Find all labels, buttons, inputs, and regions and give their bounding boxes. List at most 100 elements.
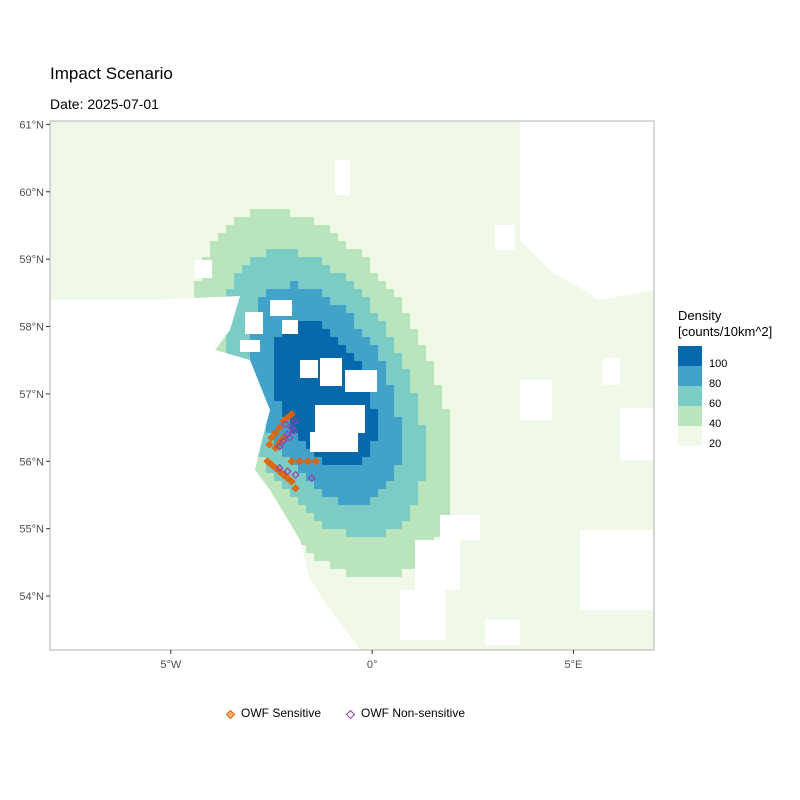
density-cell (82, 281, 90, 289)
density-cell (322, 545, 330, 553)
density-cell (58, 129, 66, 137)
density-cell (386, 137, 394, 145)
density-cell (354, 521, 362, 529)
density-cell (378, 377, 386, 385)
density-cell (258, 169, 266, 177)
density-cell (458, 169, 466, 177)
density-cell (402, 393, 410, 401)
density-cell (106, 169, 114, 177)
density-cell (474, 225, 482, 233)
density-cell (298, 409, 306, 417)
density-cell (634, 353, 642, 361)
density-cell (250, 201, 258, 209)
density-cell (258, 185, 266, 193)
density-cell (498, 489, 506, 497)
density-cell (418, 329, 426, 337)
density-cell (394, 545, 402, 553)
density-cell (610, 513, 618, 521)
density-cell (490, 377, 498, 385)
density-cell (426, 345, 434, 353)
density-cell (570, 289, 578, 297)
density-cell (466, 225, 474, 233)
density-cell (290, 281, 298, 289)
density-cell (170, 129, 178, 137)
density-cell (410, 265, 418, 273)
density-cell (554, 609, 562, 617)
density-cell (506, 201, 514, 209)
density-cell (210, 249, 218, 257)
density-cell (106, 281, 114, 289)
density-cell (138, 201, 146, 209)
density-cell (290, 497, 298, 505)
density-cell (386, 169, 394, 177)
density-cell (386, 609, 394, 617)
density-cell (266, 121, 274, 129)
density-cell (498, 593, 506, 601)
density-cell (258, 369, 266, 377)
density-cell (298, 449, 306, 457)
density-cell (242, 185, 250, 193)
density-cell (130, 193, 138, 201)
density-cell (562, 497, 570, 505)
density-cell (378, 329, 386, 337)
density-cell (594, 337, 602, 345)
density-cell (618, 473, 626, 481)
density-cell (386, 617, 394, 625)
density-cell (370, 193, 378, 201)
density-cell (490, 545, 498, 553)
density-cell (218, 249, 226, 257)
density-cell (426, 297, 434, 305)
density-cell (466, 249, 474, 257)
density-cell (378, 481, 386, 489)
density-cell (242, 297, 250, 305)
density-cell (354, 185, 362, 193)
density-cell (410, 305, 418, 313)
density-cell (506, 129, 514, 137)
density-cell (98, 145, 106, 153)
density-cell (562, 521, 570, 529)
density-cell (402, 249, 410, 257)
density-cell (162, 265, 170, 273)
density-cell (458, 577, 466, 585)
density-cell (522, 489, 530, 497)
density-cell (378, 593, 386, 601)
density-cell (106, 233, 114, 241)
density-cell (418, 297, 426, 305)
density-cell (106, 121, 114, 129)
density-cell (522, 609, 530, 617)
density-cell (498, 121, 506, 129)
density-cell (386, 329, 394, 337)
density-cell (210, 241, 218, 249)
density-cell (194, 249, 202, 257)
density-cell (250, 241, 258, 249)
density-cell (458, 353, 466, 361)
density-cell (290, 441, 298, 449)
density-cell (98, 265, 106, 273)
density-cell (562, 433, 570, 441)
density-cell (426, 353, 434, 361)
density-cell (322, 505, 330, 513)
density-cell (378, 265, 386, 273)
density-cell (354, 305, 362, 313)
density-cell (554, 545, 562, 553)
density-cell (306, 289, 314, 297)
density-cell (434, 281, 442, 289)
density-cell (250, 225, 258, 233)
density-cell (602, 633, 610, 641)
density-cell (594, 297, 602, 305)
density-cell (354, 353, 362, 361)
density-cell (154, 193, 162, 201)
density-cell (434, 249, 442, 257)
density-cell (378, 137, 386, 145)
density-cell (418, 137, 426, 145)
density-cell (618, 641, 626, 649)
density-cell (434, 417, 442, 425)
density-cell (354, 505, 362, 513)
density-cell (594, 345, 602, 353)
density-cell (554, 537, 562, 545)
density-cell (514, 457, 522, 465)
density-cell (522, 289, 530, 297)
density-cell (330, 601, 338, 609)
density-cell (74, 217, 82, 225)
density-cell (274, 489, 282, 497)
